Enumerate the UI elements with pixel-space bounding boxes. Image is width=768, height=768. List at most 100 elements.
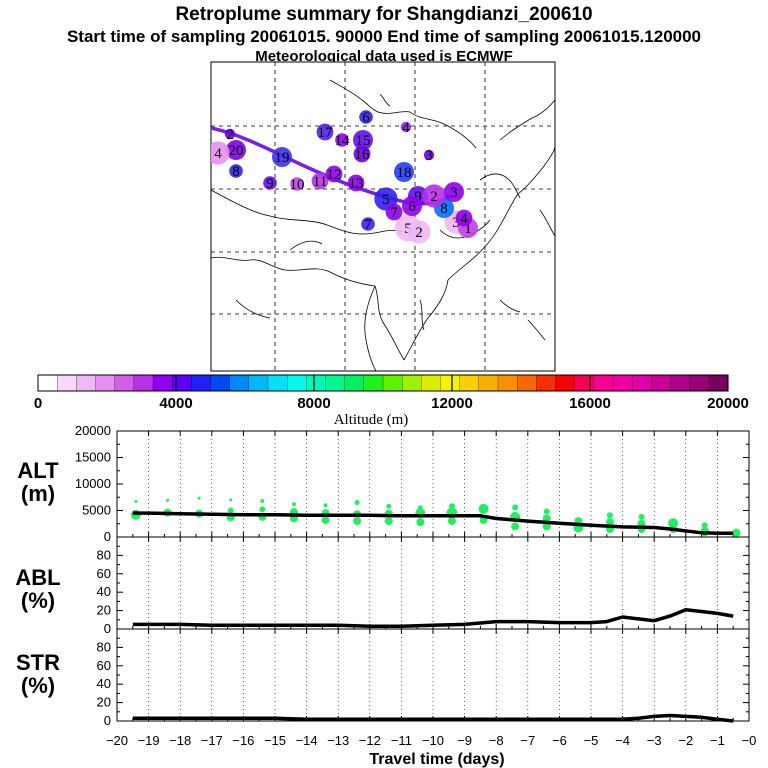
- colorbar-cell: [421, 374, 442, 392]
- altitude-scatter-point: [416, 518, 425, 527]
- altitude-scatter-point: [386, 503, 392, 509]
- y-tick-label: 40: [97, 676, 111, 691]
- x-tick-label: −0: [742, 733, 757, 748]
- x-tick-label: −3: [647, 733, 662, 748]
- colorbar-tick-label: 4000: [159, 395, 192, 412]
- colorbar-cell: [593, 374, 614, 392]
- y-tick-label: 15000: [75, 450, 111, 465]
- colorbar-cell: [76, 374, 97, 392]
- altitude-scatter-point: [638, 513, 645, 520]
- series-line: [132, 713, 734, 723]
- altitude-scatter-point: [511, 522, 520, 531]
- trajectory-marker: [455, 209, 473, 227]
- sampling-times: Start time of sampling 20061015. 90000 E…: [67, 27, 701, 46]
- met-data-label: Meteorological data used is ECMWF: [255, 48, 513, 65]
- y-tick-label: 0: [104, 713, 111, 728]
- x-tick-label: −20: [106, 733, 128, 748]
- x-tick-label: −12: [359, 733, 381, 748]
- altitude-panel: 0 5000 10000 15000 20000: [75, 423, 750, 544]
- trajectory-marker-label: 3: [450, 185, 458, 201]
- altitude-scatter-point: [478, 503, 489, 514]
- trajectory-marker: [229, 164, 243, 178]
- colorbar-tick-label: 16000: [569, 395, 611, 412]
- trajectory-marker-label: 15: [356, 133, 371, 149]
- altitude-scatter-point: [606, 512, 613, 519]
- trajectory-marker-label: 7: [364, 217, 372, 233]
- trajectory-marker-label: 14: [335, 133, 351, 149]
- trajectory-cluster-markers: 2345678910111213141516171819204523189234…: [211, 110, 478, 244]
- altitude-scatter-point: [321, 516, 330, 525]
- altitude-scatter-point: [668, 518, 679, 529]
- colorbar-cell: [651, 374, 672, 392]
- y-tick-label: 60: [97, 658, 111, 673]
- trajectory-marker-label: 9: [266, 176, 274, 192]
- str-label: STR: [16, 650, 60, 675]
- trajectory-marker-label: 12: [327, 167, 342, 183]
- colorbar-cell: [95, 374, 116, 392]
- trajectory-marker-label: 9: [414, 189, 422, 205]
- trajectory-marker: [402, 196, 422, 216]
- trajectory-marker: [272, 147, 292, 167]
- series-line: [132, 607, 734, 628]
- trajectory-marker-label: 5: [382, 192, 390, 208]
- colorbar-cell: [172, 374, 192, 392]
- trajectory-marker: [224, 128, 236, 140]
- trajectory-marker: [407, 220, 431, 244]
- map-frame: [210, 61, 556, 372]
- altitude-scatter-point: [323, 503, 328, 508]
- plot-frame: [116, 628, 750, 722]
- altitude-scatter-point: [259, 506, 266, 513]
- altitude-scatter-point: [543, 508, 550, 515]
- trajectory-marker-label: 8: [232, 164, 240, 180]
- colorbar-cell: [612, 374, 633, 392]
- altitude-scatter-point: [227, 507, 234, 514]
- altitude-scatter-point: [732, 528, 741, 537]
- trajectory-marker-label: 10: [290, 177, 305, 193]
- abl-unit: (%): [21, 588, 55, 613]
- colorbar-cell: [363, 374, 384, 392]
- colorbar-cell: [191, 374, 212, 392]
- y-tick-label: 80: [97, 547, 111, 562]
- colorbar-cell: [708, 374, 729, 392]
- colorbar-cell: [574, 374, 595, 392]
- colorbar-cell: [287, 374, 307, 392]
- altitude-scatter-point: [701, 522, 708, 529]
- altitude-scatter-point: [384, 517, 393, 526]
- trajectory-marker-label: 11: [313, 174, 327, 190]
- colorbar-cell: [478, 374, 499, 392]
- altitude-scatter-point: [542, 522, 551, 531]
- x-tick-label: −15: [264, 733, 286, 748]
- trajectory-marker: [211, 141, 230, 165]
- trajectory-marker-label: 2: [415, 225, 423, 241]
- colorbar-cell: [210, 374, 231, 392]
- x-tick-label: −4: [615, 733, 630, 748]
- y-tick-label: 40: [97, 584, 111, 599]
- altitude-scatter-point: [229, 498, 233, 502]
- colorbar-cell: [536, 374, 557, 392]
- altitude-colorbar: 0 4000 8000 12000 16000 20000 Altitude (m): [34, 374, 749, 428]
- colorbar-cell: [555, 374, 576, 392]
- colorbar-tick-label: 12000: [431, 395, 473, 412]
- trajectory-marker: [385, 203, 403, 221]
- colorbar-cell: [382, 374, 403, 392]
- altitude-scatter-point: [260, 498, 265, 503]
- trajectory-marker-label: 3: [425, 148, 433, 164]
- trajectory-marker: [263, 176, 277, 190]
- trajectory-marker: [311, 172, 329, 190]
- colorbar-cell: [229, 374, 250, 392]
- colorbar-cell: [114, 374, 135, 392]
- trajectory-marker: [359, 110, 373, 124]
- trajectory-marker: [290, 177, 304, 191]
- y-tick-label: 0: [104, 621, 111, 636]
- x-tick-label: −1: [710, 733, 725, 748]
- x-tick-label: −17: [201, 733, 223, 748]
- y-tick-label: 5000: [82, 503, 111, 518]
- abl-label: ABL: [15, 565, 60, 590]
- trajectory-marker: [400, 121, 412, 133]
- x-tick-label: −8: [489, 733, 504, 748]
- x-tick-label: −10: [422, 733, 444, 748]
- altitude-scatter-point: [134, 499, 138, 503]
- trajectory-marker-label: 4: [402, 120, 410, 136]
